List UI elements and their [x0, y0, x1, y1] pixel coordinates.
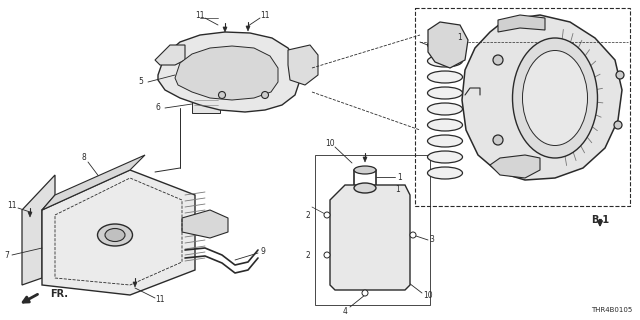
Text: 10: 10 [423, 291, 433, 300]
Ellipse shape [97, 224, 132, 246]
Polygon shape [498, 15, 545, 32]
Ellipse shape [428, 119, 463, 131]
Polygon shape [42, 170, 195, 295]
Text: 10: 10 [325, 139, 335, 148]
Polygon shape [155, 45, 185, 65]
Text: 11: 11 [156, 295, 164, 305]
Ellipse shape [428, 167, 463, 179]
Ellipse shape [428, 39, 463, 51]
Text: 1: 1 [458, 34, 462, 43]
Polygon shape [133, 282, 137, 287]
Polygon shape [288, 45, 318, 85]
Polygon shape [223, 27, 227, 32]
Polygon shape [363, 157, 367, 162]
Polygon shape [462, 15, 622, 180]
Circle shape [410, 232, 416, 238]
Text: 5: 5 [139, 77, 143, 86]
Bar [192, 95, 220, 113]
Text: THR4B0105: THR4B0105 [591, 307, 632, 313]
Circle shape [362, 290, 368, 296]
Text: 11: 11 [7, 202, 17, 211]
Ellipse shape [428, 151, 463, 163]
Circle shape [493, 55, 503, 65]
Ellipse shape [428, 135, 463, 147]
Text: 1: 1 [397, 172, 403, 181]
Circle shape [614, 121, 622, 129]
Polygon shape [175, 46, 278, 100]
Ellipse shape [354, 166, 376, 174]
Bar [315, 155, 430, 305]
Text: 9: 9 [260, 247, 266, 257]
Text: FR.: FR. [50, 289, 68, 299]
Polygon shape [246, 26, 250, 31]
Circle shape [262, 92, 269, 99]
Ellipse shape [513, 38, 598, 158]
Bar [415, 8, 630, 206]
Text: 11: 11 [195, 12, 205, 20]
Ellipse shape [428, 71, 463, 83]
Text: B-1: B-1 [591, 215, 609, 225]
Text: 1: 1 [396, 186, 401, 195]
Ellipse shape [105, 228, 125, 242]
Polygon shape [22, 175, 55, 285]
Polygon shape [428, 22, 468, 68]
Circle shape [218, 92, 225, 99]
Ellipse shape [428, 103, 463, 115]
Polygon shape [42, 155, 145, 210]
Circle shape [324, 212, 330, 218]
Text: 11: 11 [260, 12, 269, 20]
Text: 3: 3 [429, 236, 435, 244]
Ellipse shape [354, 183, 376, 193]
Circle shape [616, 71, 624, 79]
Polygon shape [158, 32, 300, 112]
Ellipse shape [428, 55, 463, 67]
Text: 7: 7 [4, 251, 10, 260]
Ellipse shape [428, 87, 463, 99]
Text: 8: 8 [82, 154, 86, 163]
Polygon shape [182, 210, 228, 238]
Text: 2: 2 [306, 251, 310, 260]
Text: 6: 6 [156, 103, 161, 113]
Text: 4: 4 [342, 307, 348, 316]
Circle shape [493, 135, 503, 145]
Polygon shape [330, 185, 410, 290]
Circle shape [324, 252, 330, 258]
Text: 2: 2 [306, 211, 310, 220]
Polygon shape [490, 155, 540, 178]
Polygon shape [28, 212, 32, 217]
Ellipse shape [522, 51, 588, 146]
